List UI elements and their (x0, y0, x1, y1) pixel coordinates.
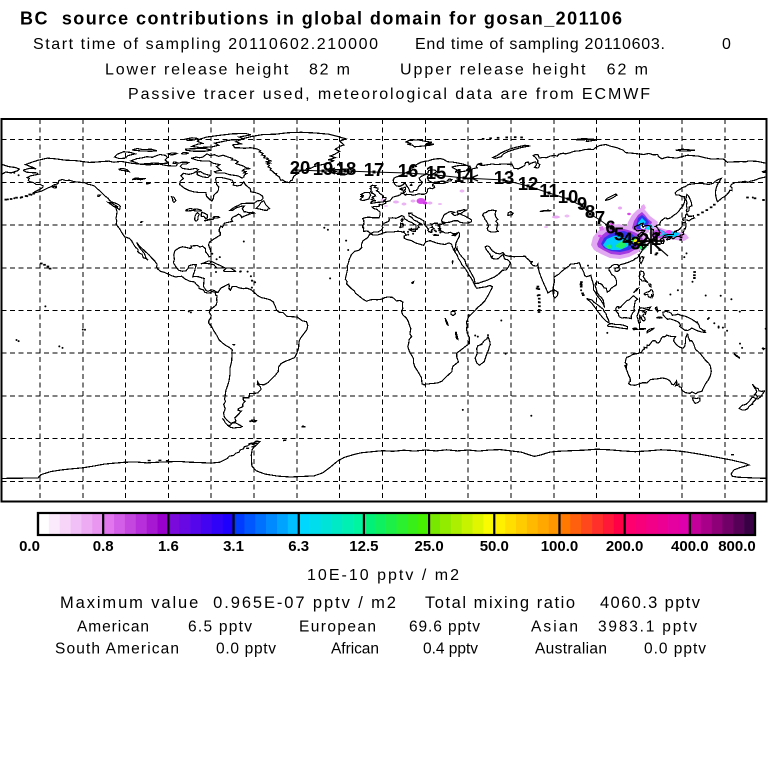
svg-text:4: 4 (622, 229, 633, 250)
svg-text:0: 0 (722, 36, 731, 53)
svg-text:Australian: Australian (535, 641, 607, 658)
svg-text:15: 15 (426, 162, 447, 183)
svg-text:Start time of sampling 2011060: Start time of sampling 20110602.210000 (33, 36, 378, 53)
svg-text:10E-10 pptv / m2: 10E-10 pptv / m2 (307, 567, 459, 584)
svg-text:End time of sampling 20110603.: End time of sampling 20110603. (415, 36, 665, 53)
svg-text:20: 20 (290, 157, 311, 178)
svg-text:100.0: 100.0 (541, 538, 579, 555)
svg-text:Asian: Asian (531, 619, 578, 636)
svg-text:3: 3 (630, 233, 640, 254)
svg-text:1: 1 (651, 228, 661, 249)
svg-text:16: 16 (398, 160, 419, 181)
svg-text:13: 13 (494, 167, 515, 188)
svg-text:9: 9 (577, 193, 587, 214)
svg-text:18: 18 (336, 158, 357, 179)
svg-text:American: American (77, 619, 149, 636)
svg-text:6.3: 6.3 (288, 538, 309, 555)
svg-text:200.0: 200.0 (606, 538, 644, 555)
svg-text:0.4 pptv: 0.4 pptv (423, 641, 478, 658)
svg-text:8: 8 (585, 201, 595, 222)
svg-text:25.0: 25.0 (414, 538, 443, 555)
svg-text:7: 7 (595, 207, 605, 228)
svg-text:12: 12 (518, 173, 539, 194)
svg-text:.: . (336, 158, 341, 179)
svg-text:10: 10 (558, 186, 579, 207)
svg-text:3.1: 3.1 (223, 538, 244, 555)
svg-text:2: 2 (639, 229, 649, 250)
svg-text:3983.1 pptv: 3983.1 pptv (598, 619, 697, 636)
svg-text:BC source contributions in gl: BC source contributions in global domain… (20, 9, 622, 29)
svg-text:19: 19 (313, 158, 334, 179)
svg-text:Maximum value 0.965E-07 pptv: Maximum value 0.965E-07 pptv / m2 (60, 594, 396, 612)
svg-text:14: 14 (454, 165, 475, 186)
svg-text:17: 17 (364, 159, 385, 180)
svg-text:11: 11 (539, 180, 559, 201)
svg-text:1.6: 1.6 (158, 538, 179, 555)
svg-text:0.0 pptv: 0.0 pptv (644, 641, 706, 658)
svg-text:69.6 pptv: 69.6 pptv (409, 619, 480, 636)
svg-text:Total mixing ratio: Total mixing ratio (425, 594, 575, 612)
svg-text:4060.3 pptv: 4060.3 pptv (600, 594, 701, 612)
svg-text:800.0: 800.0 (718, 538, 756, 555)
svg-text:Passive tracer used, meteorolo: Passive tracer used, meteorological data… (128, 86, 650, 103)
svg-text:African: African (331, 641, 379, 658)
svg-text:0.8: 0.8 (93, 538, 114, 555)
svg-text:European: European (299, 619, 376, 636)
svg-text:12.5: 12.5 (349, 538, 378, 555)
svg-text:6: 6 (605, 217, 615, 238)
svg-text:0.0 pptv: 0.0 pptv (216, 641, 276, 658)
svg-text:50.0: 50.0 (480, 538, 509, 555)
svg-text:400.0: 400.0 (671, 538, 709, 555)
svg-text:5: 5 (614, 224, 624, 245)
svg-text:0.0: 0.0 (19, 538, 40, 555)
svg-text:South American: South American (55, 641, 179, 658)
svg-text:6.5 pptv: 6.5 pptv (188, 619, 252, 636)
